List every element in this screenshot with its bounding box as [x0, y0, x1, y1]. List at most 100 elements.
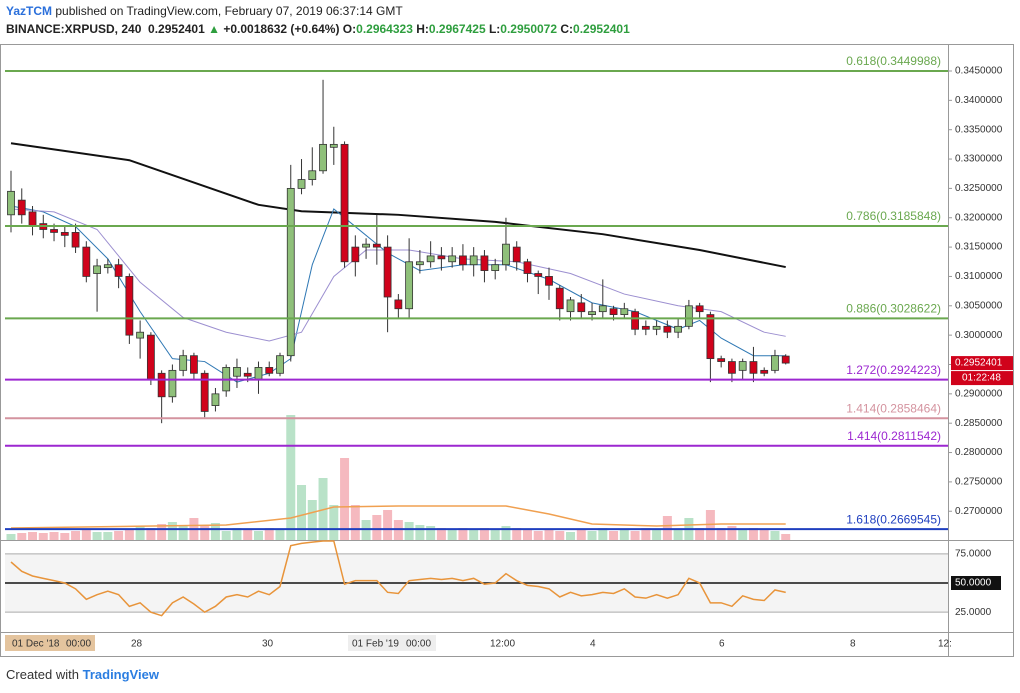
candle-body [146, 334, 155, 380]
volume-bar [307, 500, 317, 540]
footer-text: Created with [6, 667, 79, 682]
candle-body [534, 273, 543, 277]
candle-body [545, 276, 553, 286]
candle-body [351, 246, 360, 263]
volume-bar [512, 528, 522, 540]
candle-body [598, 305, 607, 313]
x-tick-label: 00:00 [66, 639, 91, 650]
volume-bar [469, 530, 479, 540]
volume-bar [146, 528, 156, 540]
volume-bar [275, 530, 285, 540]
volume-bar [17, 533, 27, 540]
rsi-tick-label: 50.0000 [955, 578, 992, 589]
candle-body [706, 314, 715, 360]
candle-body [749, 361, 758, 374]
fib-label: 1.414(0.2811542) [847, 429, 941, 443]
volume-bar [566, 532, 576, 540]
candle-body [663, 325, 672, 333]
volume-bar [522, 530, 532, 540]
volume-bar [555, 531, 565, 540]
volume-bar [81, 530, 91, 540]
candle-body [577, 302, 586, 313]
volume-bar [587, 531, 597, 540]
x-tick-label: 01 Feb '19 [352, 639, 399, 650]
candle-body [652, 325, 661, 330]
volume-bar [221, 531, 231, 540]
fib-label: 1.272(0.2924223) [846, 363, 941, 377]
volume-bar [38, 533, 48, 540]
volume-bar [770, 531, 780, 540]
volume-bar [253, 531, 263, 540]
volume-bar [759, 530, 769, 540]
y-tick-label: 0.3050000 [955, 300, 1003, 311]
volume-bar [210, 523, 220, 540]
y-tick-label: 0.3300000 [955, 154, 1003, 165]
volume-bar [6, 534, 16, 540]
volume-bar [71, 531, 81, 540]
x-tick-label: 00:00 [406, 639, 431, 650]
volume-bar [533, 531, 543, 540]
candle-body [620, 308, 629, 315]
volume-bar [297, 485, 307, 540]
volume-bar [383, 510, 393, 540]
volume-bar [372, 515, 382, 540]
volume-bar [652, 530, 662, 540]
candle-body [362, 243, 370, 248]
candle-body [555, 287, 564, 310]
candle-body [437, 255, 446, 260]
volume-bar [200, 525, 210, 540]
candle-body [276, 355, 284, 374]
moving-average [10, 142, 786, 269]
fib-label: 0.786(0.3185848) [846, 209, 941, 223]
header-line: YazTCM published on TradingView.com, Feb… [6, 4, 403, 18]
volume-bar [458, 528, 468, 540]
candle-body [297, 179, 306, 189]
volume-bar [695, 528, 705, 540]
y-tick-label: 0.3150000 [955, 242, 1003, 253]
frame [0, 44, 1014, 657]
symbol: BINANCE:XRPUSD, 240 [6, 22, 142, 36]
candle-body [114, 264, 123, 277]
candle-body [631, 311, 639, 330]
volume-bar [598, 528, 608, 540]
candle-body [372, 243, 381, 248]
volume-bar [426, 526, 436, 540]
logo[interactable]: TradingView [82, 667, 159, 682]
y-tick-label: 0.3250000 [955, 183, 1003, 194]
candle-body [523, 261, 532, 274]
rsi-tick-label: 25.0000 [955, 607, 992, 618]
volume-bar [436, 528, 446, 540]
candle-body [781, 355, 790, 364]
volume-bar [28, 532, 38, 540]
volume-bar [264, 528, 274, 540]
candle-body [674, 325, 683, 333]
volume-bar [135, 526, 145, 540]
candle-body [71, 232, 80, 248]
volume-bar [340, 458, 350, 540]
candle-body [512, 246, 521, 263]
volume-bar [167, 522, 177, 540]
candle-body [157, 372, 166, 398]
volume-bar [479, 528, 489, 540]
candle-body [566, 299, 575, 313]
volume-bar [60, 533, 70, 540]
candle-body [760, 369, 769, 374]
ohlc-label: O: [342, 22, 357, 36]
countdown: 01:22:48 [962, 373, 1001, 384]
volume-bar [447, 530, 457, 540]
ohlc-value: 0.2952401 [573, 22, 630, 36]
volume-bar [49, 532, 59, 540]
volume-bar [662, 516, 672, 540]
candle-body [7, 190, 15, 216]
candle-body [448, 255, 457, 263]
author[interactable]: YazTCM [6, 4, 53, 18]
ohlc-label: C: [560, 22, 574, 36]
candle-body [50, 229, 58, 233]
volume-bar [781, 534, 791, 540]
y-tick-label: 0.2900000 [955, 388, 1003, 399]
last-price-label: 0.2952401 [955, 358, 1003, 369]
volume-bar [490, 529, 500, 540]
price-pane [6, 79, 791, 540]
volume-bar [673, 530, 683, 540]
